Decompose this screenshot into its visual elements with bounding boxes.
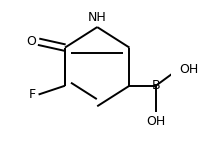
Text: F: F [29, 88, 36, 101]
Text: OH: OH [146, 115, 165, 128]
Text: B: B [152, 79, 160, 92]
Text: NH: NH [88, 11, 107, 24]
Text: O: O [26, 35, 36, 48]
Text: OH: OH [179, 63, 199, 76]
